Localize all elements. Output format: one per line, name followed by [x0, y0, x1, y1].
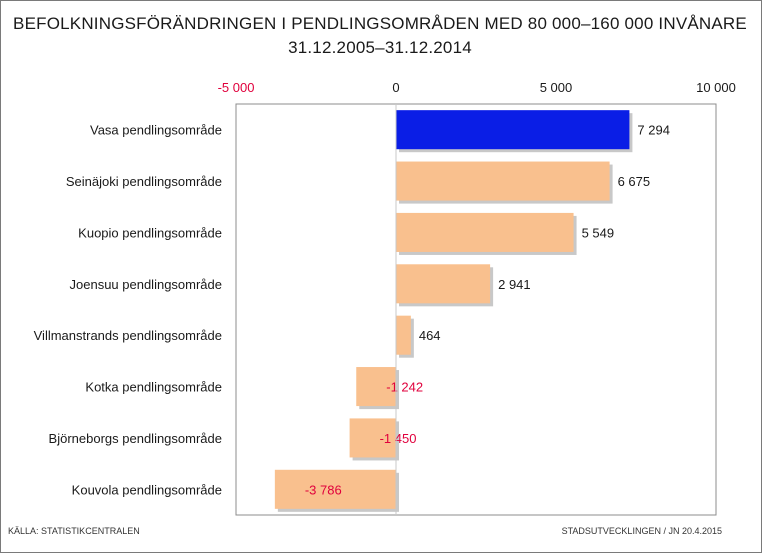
- bar: [396, 212, 574, 252]
- category-label: Kotka pendlingsområde: [85, 380, 222, 395]
- x-tick-label: 10 000: [696, 80, 736, 95]
- x-tick-label: 5 000: [540, 80, 573, 95]
- category-label: Joensuu pendlingsområde: [70, 277, 223, 292]
- data-label: -1 450: [380, 431, 417, 446]
- bar: [396, 110, 630, 150]
- credit-note: STADSUTVECKLINGEN / JN 20.4.2015: [561, 526, 722, 536]
- x-tick-label: 0: [392, 80, 399, 95]
- category-label: Villmanstrands pendlingsområde: [34, 328, 222, 343]
- data-label: 5 549: [582, 225, 615, 240]
- bar: [396, 315, 411, 355]
- x-tick-label: -5 000: [218, 80, 255, 95]
- category-label: Kouvola pendlingsområde: [72, 482, 222, 497]
- bar: [274, 469, 396, 509]
- category-label: Seinäjoki pendlingsområde: [66, 174, 222, 189]
- data-label: -1 242: [386, 380, 423, 395]
- chart-subtitle: 31.12.2005–31.12.2014: [288, 38, 472, 57]
- category-label: Björneborgs pendlingsområde: [49, 431, 222, 446]
- category-label: Kuopio pendlingsområde: [78, 225, 222, 240]
- bar: [349, 418, 396, 458]
- category-label: Vasa pendlingsområde: [90, 123, 222, 138]
- bar: [396, 161, 610, 201]
- source-note: KÄLLA: STATISTIKCENTRALEN: [8, 526, 140, 536]
- bar: [396, 264, 491, 304]
- data-label: -3 786: [305, 482, 342, 497]
- chart-title: BEFOLKNINGSFÖRÄNDRINGEN I PENDLINGSOMRÅD…: [13, 14, 747, 33]
- data-label: 6 675: [618, 174, 651, 189]
- data-label: 2 941: [498, 277, 531, 292]
- data-label: 464: [419, 328, 441, 343]
- bar: [356, 367, 396, 407]
- data-label: 7 294: [637, 123, 670, 138]
